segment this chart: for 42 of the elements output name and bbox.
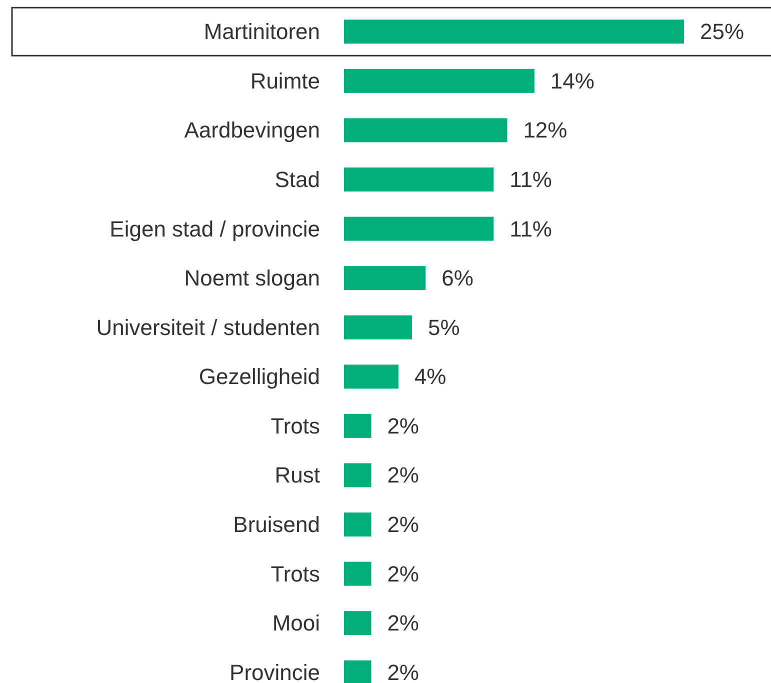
y-tick-label: Gezelligheid — [198, 364, 320, 390]
data-label: 4% — [414, 364, 446, 390]
y-tick-label: Aardbevingen — [184, 118, 320, 143]
bar — [344, 266, 426, 290]
y-tick-label: Stad — [274, 167, 320, 192]
data-label: 25% — [700, 19, 744, 44]
bar — [344, 364, 398, 389]
bar — [344, 315, 412, 340]
data-label: 2% — [387, 610, 419, 636]
bar — [344, 414, 372, 438]
y-tick-label: Ruimte — [250, 68, 320, 94]
y-tick-label: Provincie — [230, 660, 320, 683]
y-tick-label: Noemt slogan — [184, 266, 320, 291]
data-label: 2% — [387, 561, 419, 586]
data-label: 14% — [550, 68, 594, 94]
y-tick-label: Martinitoren — [204, 19, 320, 44]
bar — [344, 20, 684, 44]
bar — [344, 512, 372, 536]
y-tick-label: Universiteit / studenten — [96, 314, 320, 340]
y-tick-label: Bruisend — [233, 512, 320, 537]
y-tick-label: Rust — [274, 462, 320, 488]
y-tick-label: Trots — [270, 561, 320, 586]
data-label: 5% — [428, 314, 460, 340]
y-tick-label: Eigen stad / provincie — [110, 216, 320, 242]
y-tick-label: Trots — [270, 413, 320, 438]
data-label: 11% — [510, 167, 552, 192]
bar — [344, 68, 534, 93]
data-label: 12% — [523, 118, 568, 143]
bar — [344, 463, 372, 488]
bar — [344, 660, 372, 683]
bar — [344, 118, 508, 142]
bar — [344, 611, 372, 636]
bar — [344, 168, 494, 192]
data-label: 2% — [387, 660, 419, 683]
data-label: 2% — [387, 413, 419, 438]
bar — [344, 562, 372, 586]
data-label: 2% — [387, 462, 419, 488]
data-label: 2% — [387, 512, 419, 537]
y-tick-label: Mooi — [272, 610, 320, 636]
data-label: 6% — [442, 266, 474, 291]
data-label: 11% — [510, 216, 552, 242]
bar — [344, 216, 494, 241]
